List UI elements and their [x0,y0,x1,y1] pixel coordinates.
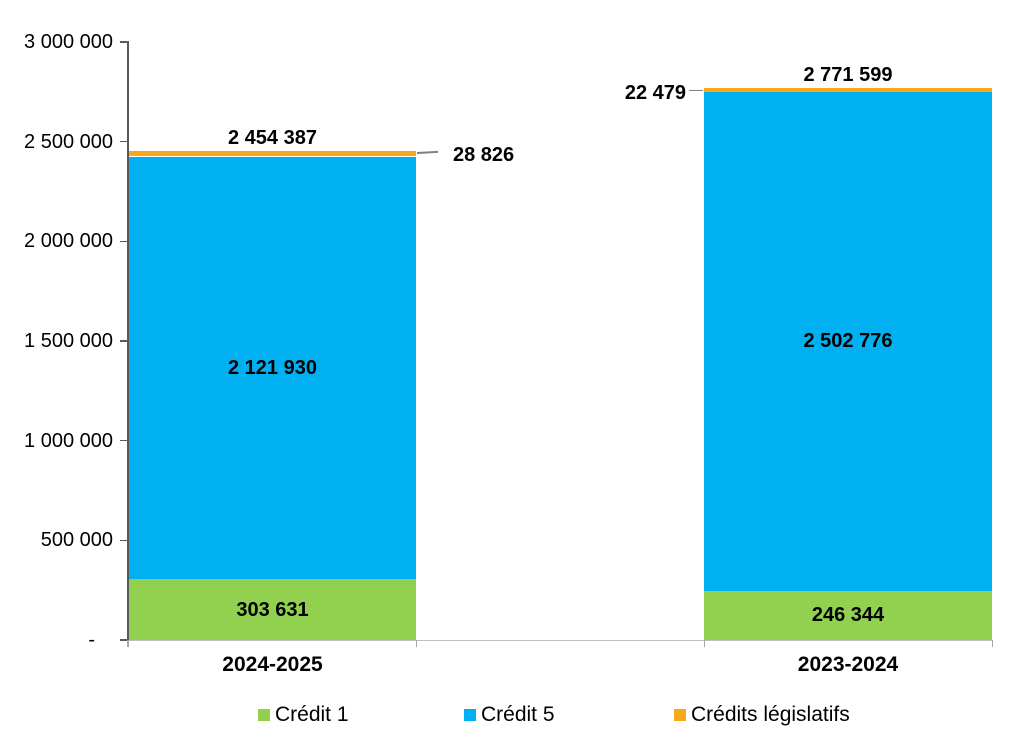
legend-item-credit-1: Crédit 1 [258,702,349,728]
bar-segment-credits-legislatifs-2024-2025 [129,150,416,157]
bar-segment-credit-5-2024-2025 [129,156,416,580]
data-label-credit-1-2023-2024: 246 344 [811,604,885,627]
y-axis-tick-mark [120,439,127,442]
legend-label-credit-5: Crédit 5 [481,703,555,726]
legend-item-credit-5: Crédit 5 [464,702,555,728]
y-axis-tick-mark [120,41,127,43]
y-axis-tick-mark [120,140,127,143]
y-axis-tick-label: 1 000 000 [24,429,113,452]
legend-label-credit-1: Crédit 1 [275,703,349,726]
bar-segment-credits-legislatifs-2023-2024 [704,87,992,92]
y-axis-tick-label: - [88,629,95,651]
data-label-credit-5-2024-2025: 2 121 930 [228,356,317,379]
data-label-credit-1-2024-2025: 303 631 [236,598,309,621]
x-axis-tick-mark [991,640,993,647]
callout-label-credits-legislatifs-2024-2025: 28 826 [453,144,515,166]
leader-line-2023-2024 [689,89,703,91]
data-label-credit-5-2023-2024: 2 502 776 [803,330,893,353]
legend-label-credits-legislatifs: Crédits législatifs [691,703,850,726]
y-axis-tick-label: 1 500 000 [24,330,113,352]
legend-swatch-credits-legislatifs-icon [674,709,686,721]
y-axis-tick-label: 2 000 000 [24,230,113,253]
x-axis-tick-mark [703,640,705,647]
y-axis-tick-mark [120,240,127,243]
y-axis-tick-label: 500 000 [40,529,113,552]
total-label-2023-2024: 2 771 599 [803,63,893,86]
y-axis-tick-label: 3 000 000 [24,31,113,53]
callout-label-credits-legislatifs-2023-2024: 22 479 [624,82,686,104]
y-axis-line [127,41,129,641]
leader-line-2024-2025 [416,150,439,153]
legend-swatch-credit-5-icon [464,709,476,721]
x-axis-tick-mark [415,640,417,647]
x-axis-label-2023-2024: 2023-2024 [797,653,899,676]
y-axis-tick-mark [120,639,127,641]
legend-swatch-credit-1-icon [258,709,270,721]
legend-item-credits-legislatifs: Crédits législatifs [674,702,850,728]
total-label-2024-2025: 2 454 387 [228,126,317,149]
y-axis-tick-mark [120,539,127,542]
x-axis-tick-mark [127,640,129,647]
bar-segment-credit-5-2023-2024 [704,92,992,591]
bar-segment-credit-1-2024-2025 [129,579,416,640]
bar-segment-credit-1-2023-2024 [704,590,992,640]
x-axis-line [127,639,993,641]
y-axis-tick-label: 2 500 000 [24,130,113,153]
x-axis-label-2024-2025: 2024-2025 [222,653,323,676]
y-axis-tick-mark [120,340,127,342]
